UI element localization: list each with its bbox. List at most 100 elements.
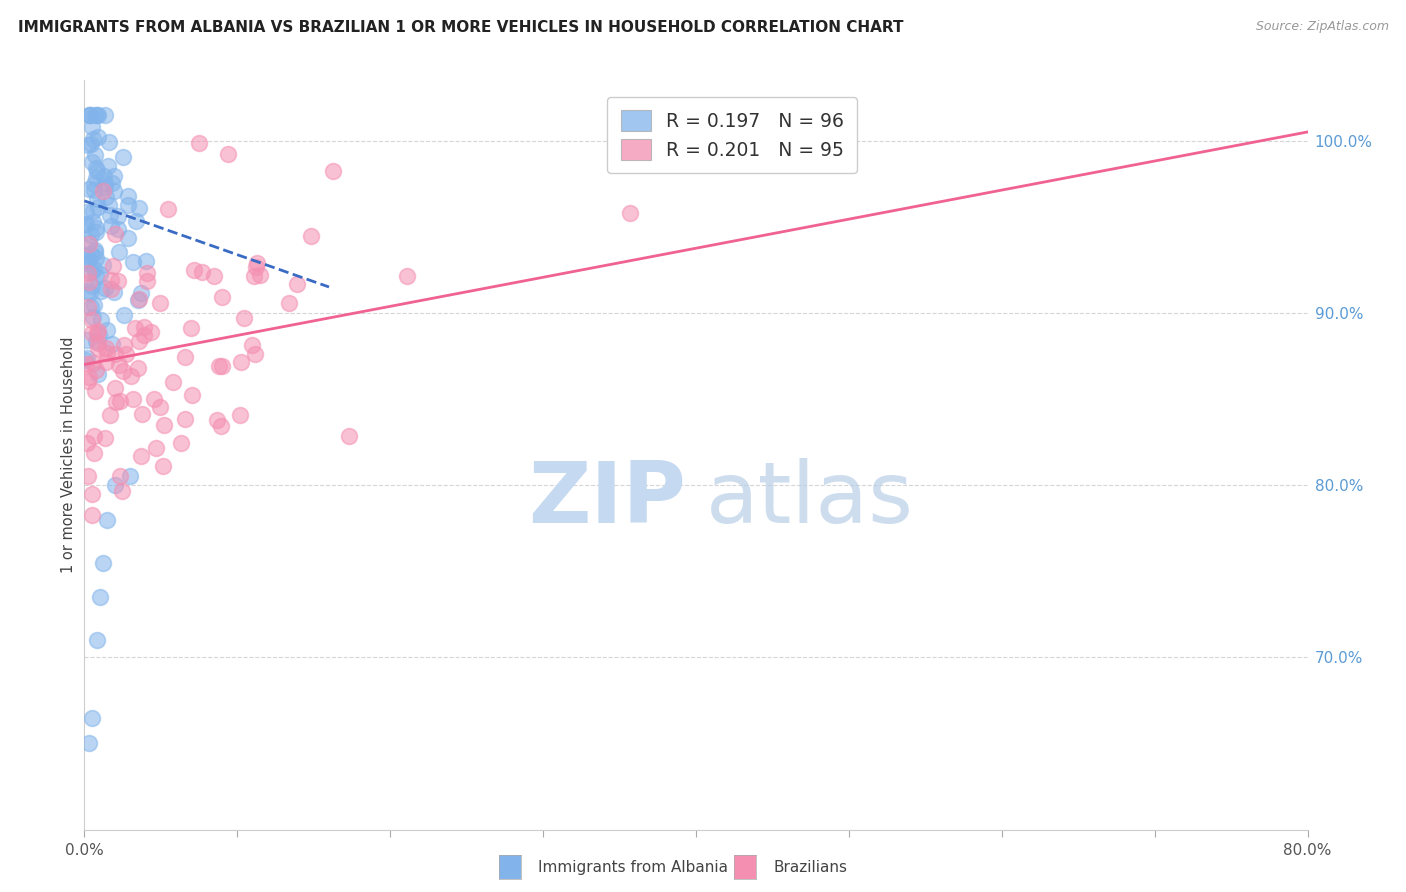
Point	[112, 337, 135, 351]
Point	[134, 328, 156, 343]
Point	[87, 367, 110, 381]
Point	[100, 409, 122, 423]
Point	[108, 393, 131, 408]
Point	[180, 388, 202, 402]
Point	[619, 206, 641, 220]
Point	[87, 341, 110, 355]
Point	[131, 408, 153, 422]
Point	[83, 243, 105, 257]
Point	[285, 277, 308, 292]
Point	[149, 400, 172, 414]
Point	[107, 358, 129, 372]
Point	[84, 334, 107, 349]
Legend: R = 0.197   N = 96, R = 0.201   N = 95: R = 0.197 N = 96, R = 0.201 N = 95	[607, 97, 856, 173]
Point	[82, 310, 104, 324]
Point	[80, 486, 103, 500]
Point	[128, 292, 150, 306]
Point	[136, 266, 159, 280]
Point	[101, 259, 124, 273]
Point	[86, 633, 108, 648]
Point	[82, 356, 104, 370]
Point	[108, 468, 131, 483]
Point	[75, 252, 97, 267]
Point	[86, 163, 108, 178]
Point	[183, 263, 205, 277]
Point	[94, 180, 117, 194]
Text: Brazilians: Brazilians	[773, 861, 848, 875]
Text: IMMIGRANTS FROM ALBANIA VS BRAZILIAN 1 OR MORE VEHICLES IN HOUSEHOLD CORRELATION: IMMIGRANTS FROM ALBANIA VS BRAZILIAN 1 O…	[18, 20, 904, 35]
Point	[98, 208, 121, 222]
Point	[243, 347, 266, 361]
Point	[90, 284, 112, 298]
Point	[131, 286, 153, 301]
Point	[162, 375, 184, 389]
Point	[93, 108, 115, 122]
Point	[76, 256, 98, 270]
Point	[174, 412, 197, 426]
Point	[111, 151, 134, 165]
Point	[117, 231, 139, 245]
Point	[75, 353, 97, 368]
Point	[245, 260, 267, 275]
Point	[229, 409, 252, 423]
Point	[79, 108, 101, 122]
Point	[209, 418, 232, 433]
Point	[104, 227, 127, 241]
Point	[135, 253, 157, 268]
Point	[180, 321, 202, 335]
Point	[76, 285, 98, 299]
Point	[77, 108, 100, 122]
Point	[94, 354, 117, 368]
Point	[80, 710, 103, 724]
Text: ZIP: ZIP	[529, 458, 686, 541]
Point	[77, 236, 100, 251]
Point	[93, 169, 115, 183]
Point	[108, 244, 131, 259]
Point	[90, 313, 112, 327]
Point	[80, 301, 103, 315]
Point	[77, 301, 100, 315]
Point	[83, 183, 105, 197]
Point	[76, 333, 98, 347]
Point	[246, 255, 269, 269]
Point	[115, 347, 138, 361]
Point	[202, 269, 225, 284]
Point	[86, 324, 108, 338]
Point	[191, 265, 214, 279]
Point	[100, 282, 122, 296]
Point	[86, 363, 108, 377]
Point	[127, 361, 149, 376]
Point	[100, 219, 122, 233]
Point	[87, 336, 110, 351]
Point	[87, 108, 110, 122]
Point	[100, 336, 122, 351]
Point	[76, 351, 98, 365]
Point	[84, 147, 107, 161]
Point	[103, 185, 125, 199]
Point	[84, 268, 107, 283]
Point	[100, 273, 122, 287]
Point	[77, 252, 100, 267]
Point	[277, 295, 299, 310]
Point	[122, 254, 145, 268]
Point	[139, 326, 162, 340]
Point	[128, 201, 150, 215]
Point	[77, 369, 100, 384]
Point	[89, 590, 111, 604]
Point	[82, 279, 104, 293]
Point	[152, 458, 174, 473]
Point	[89, 267, 111, 281]
Point	[84, 226, 107, 240]
Point	[75, 219, 97, 233]
Point	[80, 137, 103, 152]
Point	[80, 120, 103, 134]
Point	[337, 429, 360, 443]
Point	[117, 188, 139, 202]
Point	[97, 159, 120, 173]
Point	[243, 268, 266, 283]
Point	[84, 245, 107, 260]
Point	[94, 431, 117, 445]
Point	[104, 381, 127, 395]
Point	[79, 265, 101, 279]
Point	[395, 269, 418, 284]
